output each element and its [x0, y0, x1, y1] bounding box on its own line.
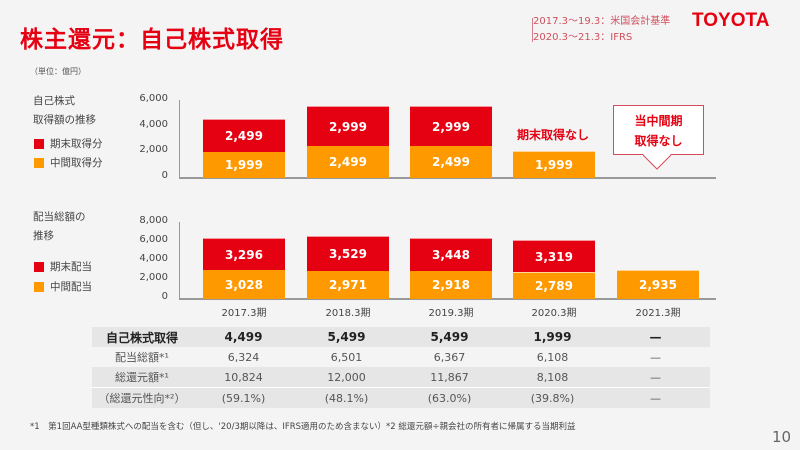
cell: (59.1%)	[221, 391, 266, 405]
legend-swatch	[34, 157, 44, 168]
accounting-standards: 2017.3〜19.3：米国会計基準 2020.3〜21.3：IFRS	[533, 14, 670, 46]
table-row: 自己株式取得 4,499 5,499 5,499 1,999 —	[92, 327, 710, 347]
table-row: 総還元額*¹ 10,824 12,000 11,867 8,108 —	[92, 367, 710, 387]
x-tick-label: 2017.3期	[221, 308, 267, 319]
y-tick-label: 8,000	[139, 215, 168, 226]
page-number: 10	[772, 428, 792, 446]
cell: 10,824	[224, 370, 263, 384]
callout-no-interim-acquisition: 当中間期 取得なし	[613, 105, 704, 155]
bar-year-end: 3,529	[307, 236, 389, 271]
cell: 8,108	[536, 370, 569, 384]
table-row: 配当総額*¹ 6,324 6,501 6,367 6,108 —	[92, 347, 710, 367]
bar-year-end: 3,319	[513, 239, 595, 273]
chart1-title-line: 自己株式	[33, 95, 75, 107]
table-row: （総還元性向*²） (59.1%) (48.1%) (63.0%) (39.8%) —	[92, 387, 710, 408]
bar-interim: 2,789	[513, 271, 595, 299]
legend-label: 中間取得分	[50, 157, 103, 169]
y-tick-label: 6,000	[139, 93, 168, 104]
y-axis-line	[179, 100, 180, 177]
footnote: *1 第1回AA型種類株式への配当を含む（但し、'20/3期以降は、IFRS適用…	[30, 422, 576, 432]
callout-line: 当中間期	[634, 114, 683, 128]
chart2-title: 配当総額の 推移	[33, 208, 86, 246]
cell: 1,999	[533, 330, 572, 344]
legend-swatch	[34, 281, 44, 292]
row-label: 配当総額*¹	[115, 351, 169, 364]
legend-interim: 中間取得分	[34, 155, 103, 170]
standard-line: 2017.3〜19.3：米国会計基準	[533, 16, 671, 27]
chart2-title-line: 推移	[33, 230, 54, 242]
legend-interim: 中間配当	[34, 279, 92, 294]
legend-label: 中間配当	[50, 281, 92, 293]
cell: 4,499	[224, 330, 263, 344]
bar-interim: 3,028	[203, 269, 285, 299]
bar-year-end: 2,499	[203, 119, 285, 153]
chart2-title-line: 配当総額の	[33, 211, 86, 223]
row-label: （総還元性向*²）	[98, 392, 186, 405]
divider	[532, 18, 533, 42]
cell: 12,000	[327, 370, 366, 384]
x-axis-line	[179, 177, 716, 179]
callout-line: 取得なし	[634, 134, 683, 148]
cell: (48.1%)	[324, 391, 369, 405]
cell: —	[649, 330, 662, 344]
bar-interim: 1,999	[513, 151, 595, 178]
cell: 5,499	[327, 330, 366, 344]
bar-interim: 2,935	[617, 270, 699, 299]
bar-year-end: 2,999	[410, 106, 492, 146]
no-year-end-acquisition-note: 期末取得なし	[517, 128, 590, 142]
bar-interim: 1,999	[203, 151, 285, 178]
x-tick-label: 2020.3期	[531, 308, 577, 319]
y-axis-line	[179, 222, 180, 298]
cell: (63.0%)	[427, 391, 472, 405]
x-axis-line	[179, 298, 716, 300]
legend-swatch	[34, 138, 44, 149]
row-label: 自己株式取得	[105, 330, 178, 345]
cell: —	[650, 370, 661, 384]
unit-label: （単位：億円）	[30, 67, 86, 76]
bar-interim: 2,918	[410, 270, 492, 299]
y-tick-label: 4,000	[139, 118, 168, 130]
legend-label: 期末取得分	[50, 138, 103, 150]
x-tick-label: 2018.3期	[325, 308, 371, 319]
y-tick-label: 0	[161, 291, 168, 302]
legend-swatch	[34, 261, 44, 272]
cell: —	[650, 350, 661, 364]
chart1-title: 自己株式 取得額の推移	[33, 92, 96, 130]
row-label: 総還元額*¹	[115, 371, 169, 384]
bar-interim: 2,499	[307, 144, 389, 178]
toyota-logo: TOYOTA	[692, 10, 770, 31]
bar-year-end: 3,296	[203, 237, 285, 271]
bar-interim: 2,971	[307, 269, 389, 299]
chart1-title-line: 取得額の推移	[33, 114, 96, 126]
cell: 6,324	[227, 350, 260, 364]
cell: 6,367	[433, 350, 466, 364]
bar-interim: 2,499	[410, 144, 492, 178]
legend-end: 期末取得分	[34, 136, 103, 151]
summary-table: 自己株式取得 4,499 5,499 5,499 1,999 — 配当総額*¹ 6,324 6…	[92, 327, 710, 408]
cell: 11,867	[430, 370, 469, 384]
y-tick-label: 6,000	[139, 234, 168, 245]
page-title: 株主還元：自己株式取得	[20, 27, 284, 53]
x-tick-label: 2019.3期	[428, 308, 474, 319]
cell: —	[650, 391, 661, 405]
cell: 5,499	[430, 330, 469, 344]
callout-pointer	[643, 154, 672, 170]
cell: (39.8%)	[530, 391, 575, 405]
bar-year-end: 3,448	[410, 237, 492, 272]
bar-year-end: 2,999	[307, 106, 389, 146]
y-tick-label: 0	[161, 170, 168, 181]
y-tick-label: 4,000	[139, 253, 168, 264]
x-tick-label: 2021.3期	[635, 308, 681, 319]
cell: 6,501	[330, 350, 363, 364]
legend-label: 期末配当	[50, 261, 92, 273]
y-tick-label: 2,000	[139, 144, 168, 156]
cell: 6,108	[536, 350, 569, 364]
legend-end: 期末配当	[34, 259, 92, 274]
y-tick-label: 2,000	[139, 272, 168, 283]
standard-line: 2020.3〜21.3：IFRS	[533, 32, 633, 43]
